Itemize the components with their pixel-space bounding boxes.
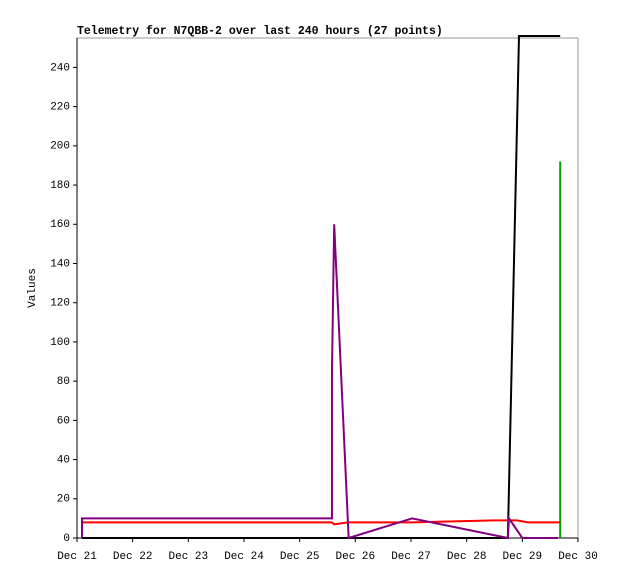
- x-tick-label: Dec 21: [57, 551, 97, 563]
- y-tick-label: 100: [50, 337, 70, 349]
- x-tick-label: Dec 28: [447, 551, 487, 563]
- y-tick-label: 240: [50, 62, 70, 74]
- y-tick-label: 40: [57, 454, 70, 466]
- x-tick-label: Dec 26: [336, 551, 376, 563]
- y-tick-label: 0: [63, 533, 70, 545]
- x-tick-label: Dec 27: [391, 551, 431, 563]
- y-tick-label: 60: [57, 415, 70, 427]
- y-tick-label: 140: [50, 258, 70, 270]
- y-tick-label: 20: [57, 494, 70, 506]
- x-tick-label: Dec 22: [113, 551, 153, 563]
- x-tick-label: Dec 29: [503, 551, 543, 563]
- y-tick-label: 180: [50, 180, 70, 192]
- series-line: [81, 224, 558, 540]
- x-tick-label: Dec 30: [558, 551, 598, 563]
- plot-frame: [76, 37, 579, 539]
- y-tick-label: 160: [50, 219, 70, 231]
- y-tick-label: 120: [50, 298, 70, 310]
- x-tick-label: Dec 23: [169, 551, 209, 563]
- series-line: [82, 519, 561, 526]
- y-axis-label: Values: [27, 268, 39, 308]
- series-line: [82, 35, 561, 539]
- x-tick-label: Dec 25: [280, 551, 320, 563]
- y-tick-label: 200: [50, 141, 70, 153]
- y-tick-label: 220: [50, 102, 70, 114]
- x-tick-label: Dec 24: [224, 551, 264, 563]
- y-tick-label: 80: [57, 376, 70, 388]
- chart-title: Telemetry for N7QBB-2 over last 240 hour…: [77, 25, 443, 38]
